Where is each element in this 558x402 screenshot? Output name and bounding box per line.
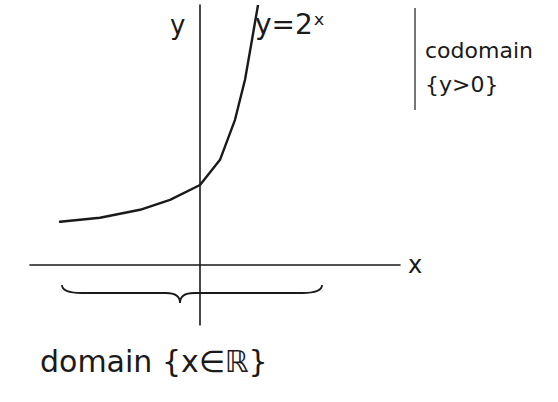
chart: x y y=2ˣ codomain {y>0} domain {x∈ℝ} bbox=[0, 0, 558, 402]
brace bbox=[62, 285, 322, 303]
divider bbox=[414, 8, 415, 110]
curve-label: y=2ˣ bbox=[255, 8, 325, 41]
annotation: domain {x∈ℝ} bbox=[40, 344, 268, 379]
annotation: {y>0} bbox=[425, 72, 498, 97]
curve bbox=[60, 5, 258, 222]
y-axis-label: y bbox=[170, 10, 185, 40]
y-axis bbox=[199, 5, 201, 325]
annotation: codomain bbox=[425, 38, 533, 63]
x-axis-label: x bbox=[408, 251, 422, 279]
x-axis bbox=[30, 264, 400, 266]
plot-area bbox=[60, 5, 258, 222]
